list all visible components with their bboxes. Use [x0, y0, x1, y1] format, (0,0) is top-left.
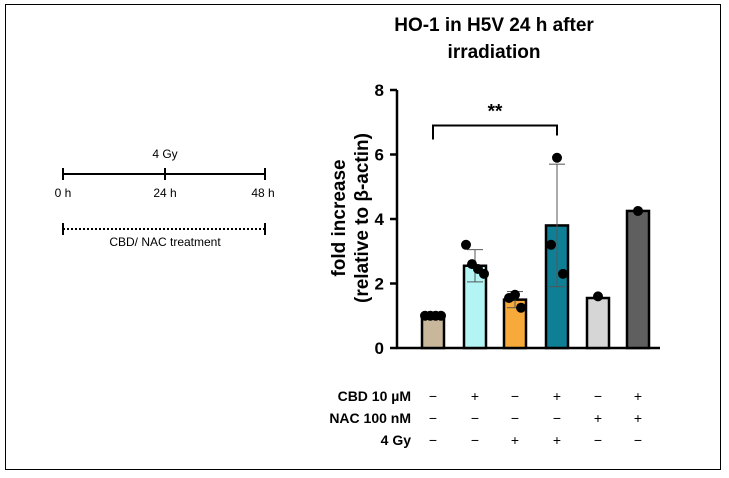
condition-cbd-3: +	[553, 388, 561, 404]
y-tick-label-4: 4	[375, 210, 385, 229]
y-tick-label-6: 6	[375, 146, 384, 165]
y-axis-label-line-2: (relative to β-actin)	[352, 133, 373, 303]
condition-gy-4: −	[594, 432, 602, 448]
figure-frame	[5, 4, 721, 470]
condition-nac-3: −	[553, 410, 561, 426]
condition-label-cbd: CBD 10 µM	[338, 388, 411, 404]
y-tick-label-0: 0	[375, 339, 384, 358]
condition-gy-3: +	[553, 432, 561, 448]
condition-nac-2: −	[511, 410, 519, 426]
timeline-dose-label: 4 Gy	[152, 147, 177, 161]
chart-title-line-2: irradiation	[448, 42, 541, 63]
bar-4	[585, 296, 611, 350]
condition-nac-5: +	[634, 410, 642, 426]
condition-nac-4: +	[594, 410, 602, 426]
data-point-1-3	[479, 268, 489, 279]
data-point-2-1	[504, 293, 514, 304]
condition-nac-0: −	[429, 410, 437, 426]
y-axis-label: fold increase (relative to β-actin)	[329, 133, 373, 303]
condition-cbd-0: −	[429, 388, 437, 404]
timeline: 4 Gy 0 h 24 h 48 h CBD/ NAC treatment	[55, 147, 275, 249]
condition-label-nac: NAC 100 nM	[329, 410, 411, 426]
y-tick-label-2: 2	[375, 275, 384, 294]
data-point-3-1	[546, 239, 556, 250]
data-point-3-2	[558, 268, 568, 279]
condition-nac-1: −	[471, 410, 479, 426]
treatment-label: CBD/ NAC treatment	[109, 235, 221, 249]
data-point-1-0	[461, 239, 471, 250]
condition-cbd-5: +	[634, 388, 642, 404]
significance-bracket	[432, 124, 558, 140]
y-tick-label-8: 8	[375, 81, 384, 100]
data-point-5-0	[633, 205, 643, 216]
data-point-2-2	[516, 302, 526, 313]
condition-gy-5: −	[634, 432, 642, 448]
condition-gy-2: +	[511, 432, 519, 448]
timeline-label-0h: 0 h	[55, 186, 72, 200]
condition-cbd-4: −	[594, 388, 602, 404]
chart-title-line-1: HO-1 in H5V 24 h after	[394, 15, 594, 36]
condition-cbd-2: −	[511, 388, 519, 404]
data-point-3-0	[552, 152, 562, 163]
timeline-label-48h: 48 h	[251, 186, 274, 200]
plot-area: 0 2 4 6 8 **	[375, 81, 660, 358]
data-point-4-0	[593, 291, 603, 302]
condition-label-gy: 4 Gy	[381, 432, 412, 448]
condition-gy-0: −	[429, 432, 437, 448]
condition-gy-1: −	[471, 432, 479, 448]
significance-label: **	[488, 101, 503, 122]
condition-table: CBD 10 µM − + − + − + NAC 100 nM − − − − + +4 Gy − − + + −…	[329, 388, 642, 448]
bar-5	[625, 209, 651, 350]
y-axis-label-line-1: fold increase	[329, 159, 350, 276]
timeline-label-24h: 24 h	[153, 186, 176, 200]
data-point-0-3	[436, 310, 446, 321]
condition-cbd-1: +	[471, 388, 479, 404]
